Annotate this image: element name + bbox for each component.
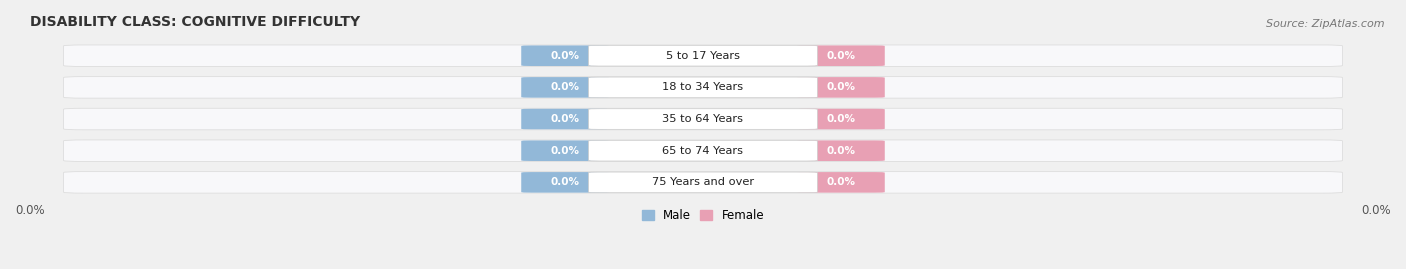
- FancyBboxPatch shape: [522, 109, 609, 129]
- FancyBboxPatch shape: [63, 108, 1343, 130]
- FancyBboxPatch shape: [522, 140, 609, 161]
- FancyBboxPatch shape: [797, 172, 884, 193]
- Text: 5 to 17 Years: 5 to 17 Years: [666, 51, 740, 61]
- Text: 0.0%: 0.0%: [551, 51, 579, 61]
- Legend: Male, Female: Male, Female: [637, 205, 769, 227]
- FancyBboxPatch shape: [63, 172, 1343, 193]
- Text: 0.0%: 0.0%: [827, 51, 855, 61]
- FancyBboxPatch shape: [797, 77, 884, 98]
- Text: 0.0%: 0.0%: [551, 114, 579, 124]
- Text: DISABILITY CLASS: COGNITIVE DIFFICULTY: DISABILITY CLASS: COGNITIVE DIFFICULTY: [30, 15, 360, 29]
- FancyBboxPatch shape: [63, 140, 1343, 161]
- FancyBboxPatch shape: [589, 140, 817, 161]
- FancyBboxPatch shape: [522, 172, 609, 193]
- FancyBboxPatch shape: [522, 77, 609, 98]
- FancyBboxPatch shape: [797, 140, 884, 161]
- Text: 0.0%: 0.0%: [827, 177, 855, 187]
- FancyBboxPatch shape: [522, 45, 609, 66]
- Text: Source: ZipAtlas.com: Source: ZipAtlas.com: [1267, 19, 1385, 29]
- Text: 65 to 74 Years: 65 to 74 Years: [662, 146, 744, 156]
- Text: 0.0%: 0.0%: [551, 177, 579, 187]
- Text: 18 to 34 Years: 18 to 34 Years: [662, 82, 744, 92]
- Text: 0.0%: 0.0%: [827, 146, 855, 156]
- FancyBboxPatch shape: [589, 77, 817, 98]
- Text: 0.0%: 0.0%: [827, 114, 855, 124]
- Text: 0.0%: 0.0%: [827, 82, 855, 92]
- Text: 75 Years and over: 75 Years and over: [652, 177, 754, 187]
- FancyBboxPatch shape: [589, 45, 817, 66]
- FancyBboxPatch shape: [797, 45, 884, 66]
- Text: 35 to 64 Years: 35 to 64 Years: [662, 114, 744, 124]
- FancyBboxPatch shape: [63, 77, 1343, 98]
- FancyBboxPatch shape: [589, 172, 817, 193]
- FancyBboxPatch shape: [797, 109, 884, 129]
- Text: 0.0%: 0.0%: [551, 82, 579, 92]
- FancyBboxPatch shape: [63, 45, 1343, 66]
- FancyBboxPatch shape: [589, 109, 817, 129]
- Text: 0.0%: 0.0%: [551, 146, 579, 156]
